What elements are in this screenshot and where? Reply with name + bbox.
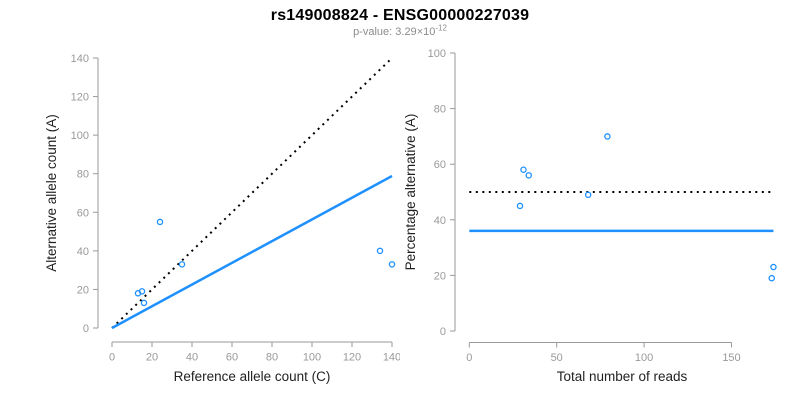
y-tick-label: 20 bbox=[434, 270, 446, 282]
x-tick-label: 150 bbox=[722, 352, 740, 364]
y-tick-label: 140 bbox=[71, 53, 89, 65]
y-tick-label: 80 bbox=[77, 169, 89, 181]
x-tick-label: 20 bbox=[146, 352, 158, 364]
y-tick-label: 80 bbox=[434, 104, 446, 116]
y-tick-label: 40 bbox=[434, 215, 446, 227]
data-point bbox=[376, 247, 384, 255]
data-point bbox=[525, 172, 532, 179]
fitted-ratio-line bbox=[111, 174, 393, 330]
data-point bbox=[140, 299, 148, 307]
pvalue-label: p-value: bbox=[353, 26, 396, 38]
x-tick-label: 120 bbox=[343, 352, 361, 364]
data-point bbox=[178, 261, 186, 268]
y-axis-title: Alternative allele count (A) bbox=[44, 114, 59, 272]
x-tick-label: 0 bbox=[109, 352, 115, 364]
x-tick-label: 50 bbox=[551, 352, 563, 364]
x-tick-label: 40 bbox=[186, 352, 198, 364]
percentage-scatter-plot: 0 50 100 150 0 20 40 60 80 100 Total number of rea… bbox=[403, 48, 777, 384]
y-tick-label: 60 bbox=[77, 207, 89, 219]
data-point bbox=[388, 261, 396, 268]
data-point bbox=[138, 288, 146, 295]
x-tick-label: 0 bbox=[466, 352, 472, 364]
pvalue-mantissa: 3.29 bbox=[395, 26, 417, 38]
data-point bbox=[584, 191, 592, 199]
figure-title: rs149008824 - ENSG00000227039 bbox=[270, 7, 530, 24]
y-tick-label: 100 bbox=[428, 48, 446, 60]
data-point bbox=[768, 274, 775, 282]
data-point bbox=[516, 202, 524, 210]
x-axis-title: Total number of reads bbox=[557, 369, 688, 384]
x-tick-label: 100 bbox=[303, 352, 321, 364]
x-tick-label: 100 bbox=[635, 352, 653, 364]
y-tick-label: 100 bbox=[71, 130, 89, 142]
figure-subtitle: p-value: 3.29×10-12 bbox=[0, 23, 800, 38]
data-point bbox=[520, 166, 527, 174]
identity-line bbox=[111, 57, 393, 329]
data-point bbox=[604, 133, 611, 140]
data-point bbox=[770, 263, 777, 271]
pvalue-exponent: -12 bbox=[435, 23, 447, 33]
y-tick-label: 40 bbox=[77, 246, 89, 258]
y-tick-label: 0 bbox=[440, 326, 446, 338]
pvalue-multiplier: ×10 bbox=[416, 26, 436, 38]
x-tick-label: 80 bbox=[266, 352, 278, 364]
x-tick-label: 60 bbox=[226, 352, 238, 364]
allele-count-scatter-plot: 0 20 40 60 80 100 120 140 0 20 40 60 80 100 120 140 Refe… bbox=[44, 53, 400, 384]
x-axis-title: Reference allele count (C) bbox=[174, 369, 331, 384]
y-tick-label: 20 bbox=[77, 284, 89, 296]
y-tick-label: 120 bbox=[71, 92, 89, 104]
y-axis-title: Percentage alternative (A) bbox=[403, 114, 418, 271]
data-point bbox=[156, 218, 164, 226]
x-tick-label: 140 bbox=[383, 352, 400, 364]
y-tick-label: 0 bbox=[83, 323, 89, 335]
y-tick-label: 60 bbox=[434, 159, 446, 171]
